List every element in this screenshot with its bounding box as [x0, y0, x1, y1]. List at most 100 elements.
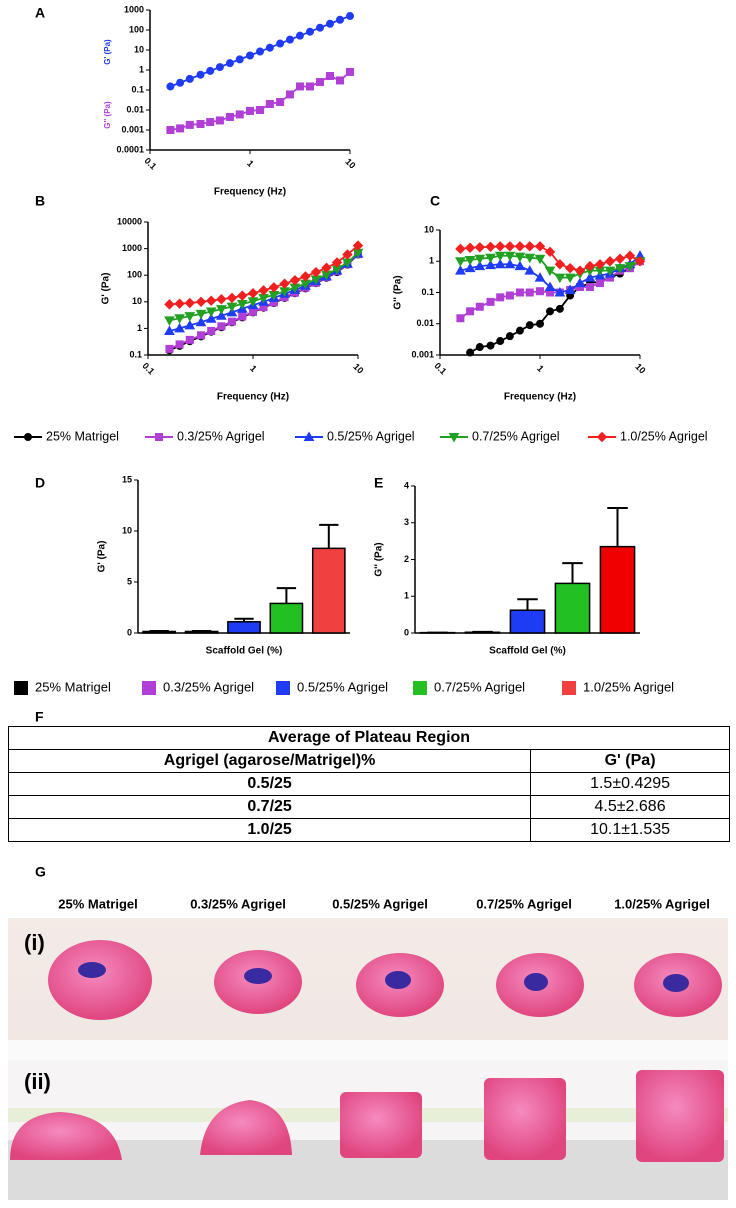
photo-label: 1.0/25% Agrigel: [614, 896, 710, 911]
y-tick-label: 2: [404, 554, 409, 564]
marker: [185, 74, 194, 83]
marker: [544, 246, 556, 258]
y-tick-label: 1: [429, 256, 434, 266]
marker: [604, 266, 616, 277]
marker: [196, 119, 205, 128]
marker: [514, 260, 526, 271]
marker: [455, 243, 466, 255]
marker: [574, 265, 586, 276]
marker: [624, 262, 636, 272]
y-tick-label: 10: [132, 296, 142, 306]
table-header: Agrigel (agarose/Matrigel)%: [7, 749, 532, 773]
marker: [326, 19, 335, 28]
marker: [494, 241, 506, 252]
legend-label: 25% Matrigel: [35, 679, 111, 694]
marker: [486, 341, 495, 350]
bar: [464, 631, 501, 634]
marker: [554, 259, 566, 270]
marker: [534, 254, 546, 265]
y-axis-label: G'' (Pa): [393, 275, 404, 309]
marker: [205, 307, 217, 318]
marker: [504, 241, 516, 252]
marker: [574, 277, 586, 288]
marker: [485, 241, 496, 253]
marker: [303, 431, 315, 441]
marker: [206, 118, 215, 127]
marker: [226, 292, 238, 304]
bar: [509, 609, 546, 634]
marker: [475, 302, 484, 311]
marker: [534, 272, 546, 282]
marker: [448, 433, 460, 443]
marker: [256, 47, 265, 56]
y-tick-label: 0.001: [121, 124, 144, 134]
marker: [197, 331, 206, 340]
bar: [269, 602, 304, 634]
marker: [300, 271, 311, 282]
y-tick-label: 10000: [117, 216, 142, 226]
photo-row-label: (i): [24, 930, 45, 955]
marker: [195, 309, 207, 320]
y-tick-label: 0: [404, 627, 409, 637]
marker: [546, 307, 555, 316]
marker: [265, 43, 274, 52]
marker: [464, 262, 476, 273]
y-axis-label: G' (Pa): [97, 541, 108, 573]
marker: [195, 296, 207, 308]
marker: [515, 288, 524, 297]
y-tick-label: 100: [127, 270, 142, 280]
marker: [455, 265, 466, 275]
legend-swatch: [413, 681, 427, 695]
x-tick-label: 1: [535, 363, 546, 374]
marker: [524, 265, 536, 275]
y-tick-label: 1: [137, 323, 142, 333]
marker: [216, 305, 227, 315]
marker: [227, 317, 236, 326]
table-title: Average of Plateau Region: [8, 726, 730, 750]
y-axis-label: G'' (Pa): [374, 542, 385, 576]
x-axis-label: Scaffold Gel (%): [206, 646, 283, 657]
x-tick-label: 1: [245, 158, 256, 169]
table-cell: 4.5±2.686: [530, 795, 730, 819]
marker: [305, 27, 314, 36]
marker: [352, 240, 364, 251]
legend-label: 0.5/25% Agrigel: [327, 429, 415, 443]
marker: [235, 55, 244, 64]
marker: [504, 251, 516, 262]
marker: [225, 112, 234, 121]
table-cell: 0.7/25: [7, 795, 532, 819]
marker: [289, 274, 301, 286]
x-tick-label: 0.1: [140, 361, 156, 377]
marker: [346, 12, 354, 21]
photo-row-label: (ii): [24, 1069, 51, 1094]
y-tick-label: 1000: [124, 4, 144, 14]
marker: [456, 314, 465, 323]
marker: [295, 31, 304, 40]
bar: [142, 630, 177, 634]
marker: [555, 304, 564, 313]
bar: [599, 545, 636, 634]
photo-label: 0.5/25% Agrigel: [332, 896, 428, 911]
marker: [174, 298, 185, 309]
y-tick-label: 0: [127, 627, 132, 637]
marker: [504, 258, 516, 269]
marker: [166, 82, 175, 91]
photo: [8, 918, 728, 1200]
marker: [166, 126, 175, 134]
marker: [216, 294, 227, 305]
marker: [276, 39, 285, 48]
table-cell: 0.5/25: [7, 772, 532, 796]
marker: [475, 343, 484, 352]
marker: [466, 348, 475, 357]
marker: [305, 82, 314, 91]
y-tick-label: 1000: [122, 243, 142, 253]
marker: [464, 255, 476, 266]
marker: [238, 312, 247, 321]
marker: [315, 23, 324, 32]
marker: [164, 299, 175, 310]
marker: [184, 312, 196, 322]
y-axis-label: G' (Pa): [101, 273, 112, 305]
y-tick-label: 100: [129, 24, 144, 34]
